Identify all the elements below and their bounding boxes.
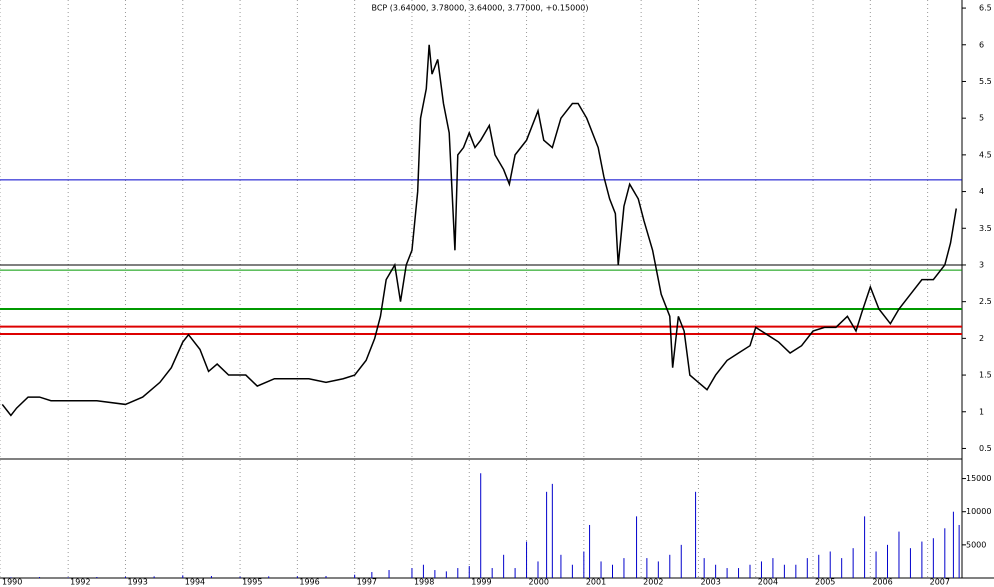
x-tick-label: 1990 bbox=[2, 578, 22, 587]
price-line bbox=[1, 44, 958, 417]
y-tick-label: 4 bbox=[979, 187, 984, 196]
x-tick-label: 1994 bbox=[185, 578, 205, 587]
x-tick-label: 1992 bbox=[70, 578, 90, 587]
y-tick-label: 2.5 bbox=[979, 297, 992, 306]
x-tick-label: 2001 bbox=[586, 578, 606, 587]
y-tick-label: 1 bbox=[979, 407, 984, 416]
x-tick-label: 2003 bbox=[700, 578, 720, 587]
x-tick-label: 2005 bbox=[815, 578, 835, 587]
y-tick-label: 5.5 bbox=[979, 77, 992, 86]
y-tick-label: 10000 bbox=[966, 507, 991, 516]
y-tick-label: 3 bbox=[979, 260, 984, 269]
y-tick-label: 5000 bbox=[966, 540, 986, 549]
chart-title: BCP (3.64000, 3.78000, 3.64000, 3.77000,… bbox=[372, 4, 589, 13]
x-tick-label: 1999 bbox=[471, 578, 491, 587]
y-tick-label: 4.5 bbox=[979, 150, 992, 159]
x-tick-label: 2004 bbox=[758, 578, 778, 587]
y-tick-label: 15000 bbox=[966, 474, 991, 483]
x-tick-label: 1995 bbox=[242, 578, 262, 587]
x-tick-label: 1998 bbox=[414, 578, 434, 587]
x-tick-label: 1993 bbox=[127, 578, 147, 587]
y-tick-label: 1.5 bbox=[979, 371, 992, 380]
x-tick-label: 2000 bbox=[529, 578, 549, 587]
x-tick-label: 2002 bbox=[643, 578, 663, 587]
y-tick-label: 3.5 bbox=[979, 224, 992, 233]
y-tick-label: 6 bbox=[979, 40, 984, 49]
x-tick-label: 2007 bbox=[930, 578, 950, 587]
y-tick-label: 6.5 bbox=[979, 4, 992, 13]
y-tick-label: 2 bbox=[979, 334, 984, 343]
y-tick-label: 0.5 bbox=[979, 444, 992, 453]
y-tick-label: 5 bbox=[979, 114, 984, 123]
x-tick-label: 1997 bbox=[357, 578, 377, 587]
x-tick-label: 1996 bbox=[299, 578, 319, 587]
x-tick-label: 2006 bbox=[872, 578, 892, 587]
